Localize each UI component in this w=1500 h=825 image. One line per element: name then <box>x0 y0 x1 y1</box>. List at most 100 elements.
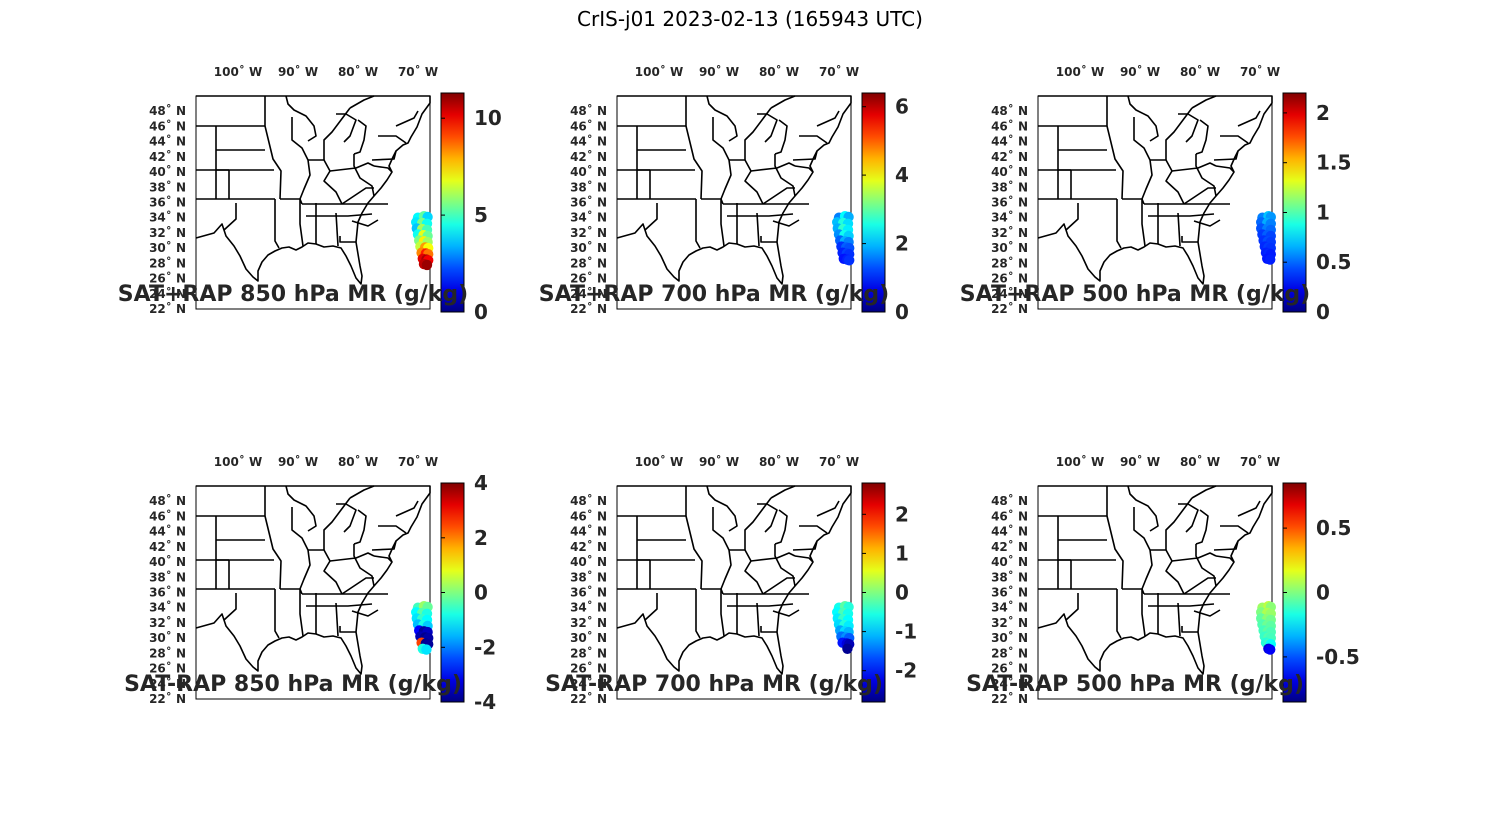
state-border-line <box>1213 540 1239 551</box>
state-border-line <box>1220 135 1249 144</box>
lat-tick-label: 28˚ N <box>149 645 186 660</box>
state-border-line <box>757 113 778 143</box>
state-border-line <box>1171 162 1217 172</box>
lat-tick-label: 46˚ N <box>991 508 1028 523</box>
state-border-line <box>1106 96 1124 200</box>
colorbar-tick-label: 2 <box>895 502 909 526</box>
state-border-line <box>792 150 818 161</box>
lat-tick-label: 42˚ N <box>570 149 607 164</box>
map-frame <box>1037 95 1273 310</box>
state-border-line <box>1141 199 1146 247</box>
state-border-line <box>816 110 840 127</box>
colorbar <box>440 92 465 313</box>
lon-tick-label: 70˚ W <box>1240 64 1280 79</box>
data-point <box>421 644 432 655</box>
panel-sat-minus-rap-500: 100˚ W 90˚ W 80˚ W 70˚ W 48˚ N 46˚ N 44˚ N 42˚ … <box>947 450 1367 750</box>
lat-tick-label: 24˚ N <box>149 286 186 301</box>
colorbar-tick-label: 0 <box>895 581 909 605</box>
state-border-line <box>727 213 794 217</box>
lon-tick-label: 70˚ W <box>819 64 859 79</box>
state-border-line <box>1178 503 1199 533</box>
colorbar-tick-label: 1.5 <box>1316 151 1351 175</box>
state-border-line <box>1215 555 1235 563</box>
colorbar-tick-label: 4 <box>895 163 909 187</box>
lat-tick-label: 28˚ N <box>570 255 607 270</box>
lat-tick-label: 44˚ N <box>991 524 1028 539</box>
lat-tick-label: 30˚ N <box>149 240 186 255</box>
map-panel: 100˚ W 90˚ W 80˚ W 70˚ W 48˚ N46˚ N44˚ N42˚ … <box>570 454 917 706</box>
state-border-line <box>774 154 796 197</box>
panel-title: SAT-RAP 850 hPa MR (g/kg) <box>124 672 462 697</box>
state-border-line <box>353 154 375 197</box>
lat-tick-label: 42˚ N <box>149 149 186 164</box>
lat-tick-label: 36˚ N <box>991 195 1028 210</box>
state-border-line <box>353 509 367 545</box>
lat-tick-label: 48˚ N <box>570 103 607 118</box>
lat-tick-label: 44˚ N <box>570 524 607 539</box>
lat-tick-label: 28˚ N <box>991 645 1028 660</box>
lat-tick-label: 26˚ N <box>991 661 1028 676</box>
lon-tick-label: 90˚ W <box>278 454 318 469</box>
lat-tick-label: 26˚ N <box>570 661 607 676</box>
state-border-line <box>729 159 764 205</box>
state-border-line <box>395 110 419 127</box>
lat-tick-label: 36˚ N <box>149 195 186 210</box>
lat-tick-label: 22˚ N <box>149 691 186 706</box>
state-border-line <box>720 589 725 637</box>
state-border-line <box>695 199 701 249</box>
map-panel: 100˚ W 90˚ W 80˚ W 70˚ W 48˚ N46˚ N44˚ N42˚ … <box>149 454 496 714</box>
colorbar-tick-label: 0 <box>895 300 909 324</box>
lat-tick-label: 40˚ N <box>149 164 186 179</box>
lat-tick-label: 32˚ N <box>570 225 607 240</box>
state-border-line <box>757 503 778 533</box>
state-border-line <box>299 589 304 637</box>
lat-tick-label: 22˚ N <box>991 301 1028 316</box>
map-frame <box>195 485 431 700</box>
state-boundaries <box>1037 95 1273 285</box>
panel-title: SAT-RAP 700 hPa MR (g/kg) <box>545 672 883 697</box>
lon-tick-label: 100˚ W <box>635 454 683 469</box>
state-border-line <box>1116 199 1122 249</box>
lon-tick-label: 70˚ W <box>819 454 859 469</box>
state-boundaries <box>1037 485 1273 675</box>
colorbar-tick-label: -4 <box>474 690 496 714</box>
panel-sat-plus-rap-850: 100˚ W 90˚ W 80˚ W 70˚ W 48˚ N 46˚ N 44˚ N 42˚ … <box>105 60 525 360</box>
state-boundaries <box>616 95 852 285</box>
lat-tick-label: 46˚ N <box>570 508 607 523</box>
lat-tick-label: 22˚ N <box>149 301 186 316</box>
colorbar <box>1282 92 1307 313</box>
lat-tick-label: 42˚ N <box>991 149 1028 164</box>
state-border-line <box>1183 577 1216 595</box>
state-border-line <box>1195 509 1209 545</box>
state-border-line <box>329 552 375 562</box>
state-border-line <box>1171 552 1217 562</box>
colorbar-tick-label: -1 <box>895 620 917 644</box>
map-background <box>1038 96 1272 309</box>
lat-tick-label: 30˚ N <box>570 240 607 255</box>
state-border-line <box>373 555 393 563</box>
lon-tick-label: 70˚ W <box>398 64 438 79</box>
state-border-line <box>756 212 760 247</box>
state-border-line <box>770 485 796 499</box>
lon-tick-label: 90˚ W <box>699 64 739 79</box>
lat-tick-label: 22˚ N <box>570 301 607 316</box>
state-border-line <box>308 159 343 205</box>
state-border-line <box>1193 219 1221 227</box>
lat-tick-label: 34˚ N <box>149 210 186 225</box>
state-border-line <box>760 236 777 243</box>
state-border-line <box>1213 150 1239 161</box>
lat-tick-label: 48˚ N <box>149 493 186 508</box>
state-border-line <box>349 95 375 109</box>
state-border-line <box>351 219 379 227</box>
map-panel: 100˚ W 90˚ W 80˚ W 70˚ W 48˚ N46˚ N44˚ N42˚ … <box>149 64 502 324</box>
data-point <box>844 255 855 266</box>
state-border-line <box>774 119 788 155</box>
state-border-line <box>750 552 796 562</box>
state-border-line <box>1220 525 1249 534</box>
map-background <box>196 96 430 309</box>
colorbar <box>861 92 886 313</box>
state-border-line <box>727 603 794 607</box>
state-border-line <box>1150 549 1185 595</box>
state-border-line <box>341 577 374 595</box>
state-border-line <box>378 135 407 144</box>
